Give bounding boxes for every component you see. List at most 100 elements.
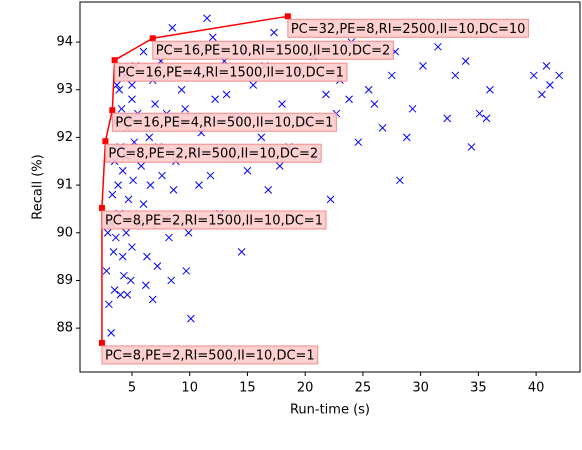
- scatter-point: [270, 28, 278, 37]
- scatter-point: [211, 95, 219, 104]
- scatter-point: [128, 95, 136, 104]
- scatter-point: [146, 181, 155, 189]
- annotation-box: [101, 210, 327, 230]
- y-tick-label: 92: [56, 130, 73, 145]
- scatter-point: [114, 181, 122, 189]
- y-tick-label: 88: [56, 321, 73, 336]
- annotation-box: [152, 40, 394, 60]
- annotation: PC=16,PE=10,RI=1500,II=10,DC=2: [156, 44, 391, 59]
- annotation-box: [104, 143, 322, 163]
- scatter-point: [111, 233, 120, 242]
- scatter-point: [467, 143, 476, 151]
- x-tick-label: 30: [412, 381, 429, 396]
- annotation-box: [111, 112, 337, 132]
- pareto-point: [102, 138, 109, 145]
- scatter-point: [237, 247, 246, 256]
- scatter-point: [128, 243, 136, 251]
- scatter-point: [408, 104, 417, 113]
- scatter-point: [278, 100, 286, 108]
- scatter-point: [168, 23, 177, 32]
- scatter-point: [187, 314, 195, 323]
- scatter-point: [195, 181, 203, 189]
- scatter-point: [177, 85, 186, 94]
- scatter-point: [546, 81, 554, 89]
- annotation: PC=8,PE=2,RI=500,II=10,DC=1: [105, 348, 315, 363]
- scatter-point: [107, 329, 116, 337]
- x-tick-label: 10: [181, 381, 198, 396]
- y-axis-label: Recall (%): [31, 154, 46, 219]
- scatter-point: [165, 233, 173, 242]
- scatter-point: [105, 300, 113, 309]
- scatter-point: [118, 166, 127, 175]
- scatter-point: [257, 133, 266, 142]
- scatter-point: [137, 162, 146, 170]
- annotation: PC=16,PE=4,RI=1500,II=10,DC=1: [118, 66, 344, 81]
- scatter-point: [402, 133, 411, 142]
- x-tick-label: 40: [528, 381, 545, 396]
- scatter-point: [153, 262, 162, 271]
- scatter-point: [275, 162, 284, 170]
- annotation: PC=8,PE=2,RI=500,II=10,DC=2: [108, 147, 318, 162]
- scatter-point: [443, 114, 452, 123]
- scatter-point: [145, 133, 154, 142]
- y-tick-label: 91: [56, 178, 73, 193]
- x-axis-label: Run-time (s): [290, 403, 370, 418]
- scatter-point: [243, 166, 252, 175]
- scatter-point: [475, 109, 484, 118]
- scatter-point: [169, 186, 178, 194]
- scatter-point: [139, 47, 148, 56]
- scatter-point: [181, 104, 189, 113]
- scatter-point: [124, 195, 133, 204]
- scatter-point: [208, 33, 217, 42]
- scatter-point: [109, 247, 118, 256]
- annotation: PC=32,PE=8,RI=2500,II=10,DC=10: [291, 22, 526, 37]
- scatter-point: [370, 100, 379, 108]
- scatter-point: [123, 290, 132, 299]
- scatter-point: [108, 190, 117, 199]
- scatter-point: [326, 195, 335, 204]
- scatter-point: [354, 138, 363, 147]
- scatter-point: [542, 62, 551, 70]
- annotation-box: [287, 18, 529, 38]
- scatter-point: [203, 14, 211, 23]
- x-tick-label: 25: [355, 381, 372, 396]
- scatter-point: [148, 295, 157, 304]
- scatter-point: [158, 171, 166, 180]
- scatter-point: [378, 124, 387, 132]
- scatter-point: [184, 228, 193, 237]
- scatter-point: [151, 100, 159, 108]
- scatter-point: [141, 281, 150, 290]
- scatter-point: [128, 81, 136, 89]
- scatter-point: [419, 62, 427, 70]
- scatter-point: [264, 186, 273, 194]
- pareto-point: [98, 204, 105, 211]
- pareto-point: [98, 339, 105, 346]
- scatter-point: [451, 71, 460, 80]
- scatter-point: [102, 267, 111, 275]
- scatter-point: [117, 104, 126, 113]
- scatter-point: [345, 95, 353, 104]
- scatter-point: [434, 42, 442, 51]
- scatter-point: [167, 276, 176, 285]
- y-tick-label: 89: [56, 273, 73, 288]
- y-tick-label: 94: [56, 35, 73, 50]
- scatter-point: [139, 200, 148, 209]
- annotation: PC=8,PE=2,RI=1500,II=10,DC=1: [105, 213, 323, 228]
- scatter-point: [486, 85, 494, 94]
- scatter-point: [116, 290, 125, 299]
- scatter-point: [129, 176, 137, 185]
- annotation-box: [101, 345, 319, 365]
- scatter-point: [103, 228, 112, 237]
- scatter-point: [538, 90, 546, 99]
- scatter-point: [396, 176, 404, 185]
- x-tick-label: 35: [470, 381, 487, 396]
- pareto-point: [111, 57, 118, 64]
- scatter-point: [113, 81, 121, 89]
- pareto-point: [284, 13, 291, 20]
- scatter-point: [249, 81, 258, 89]
- scatter-point: [482, 114, 491, 123]
- scatter-point: [387, 71, 396, 80]
- x-tick-label: 15: [239, 381, 256, 396]
- scatter-point: [122, 228, 131, 237]
